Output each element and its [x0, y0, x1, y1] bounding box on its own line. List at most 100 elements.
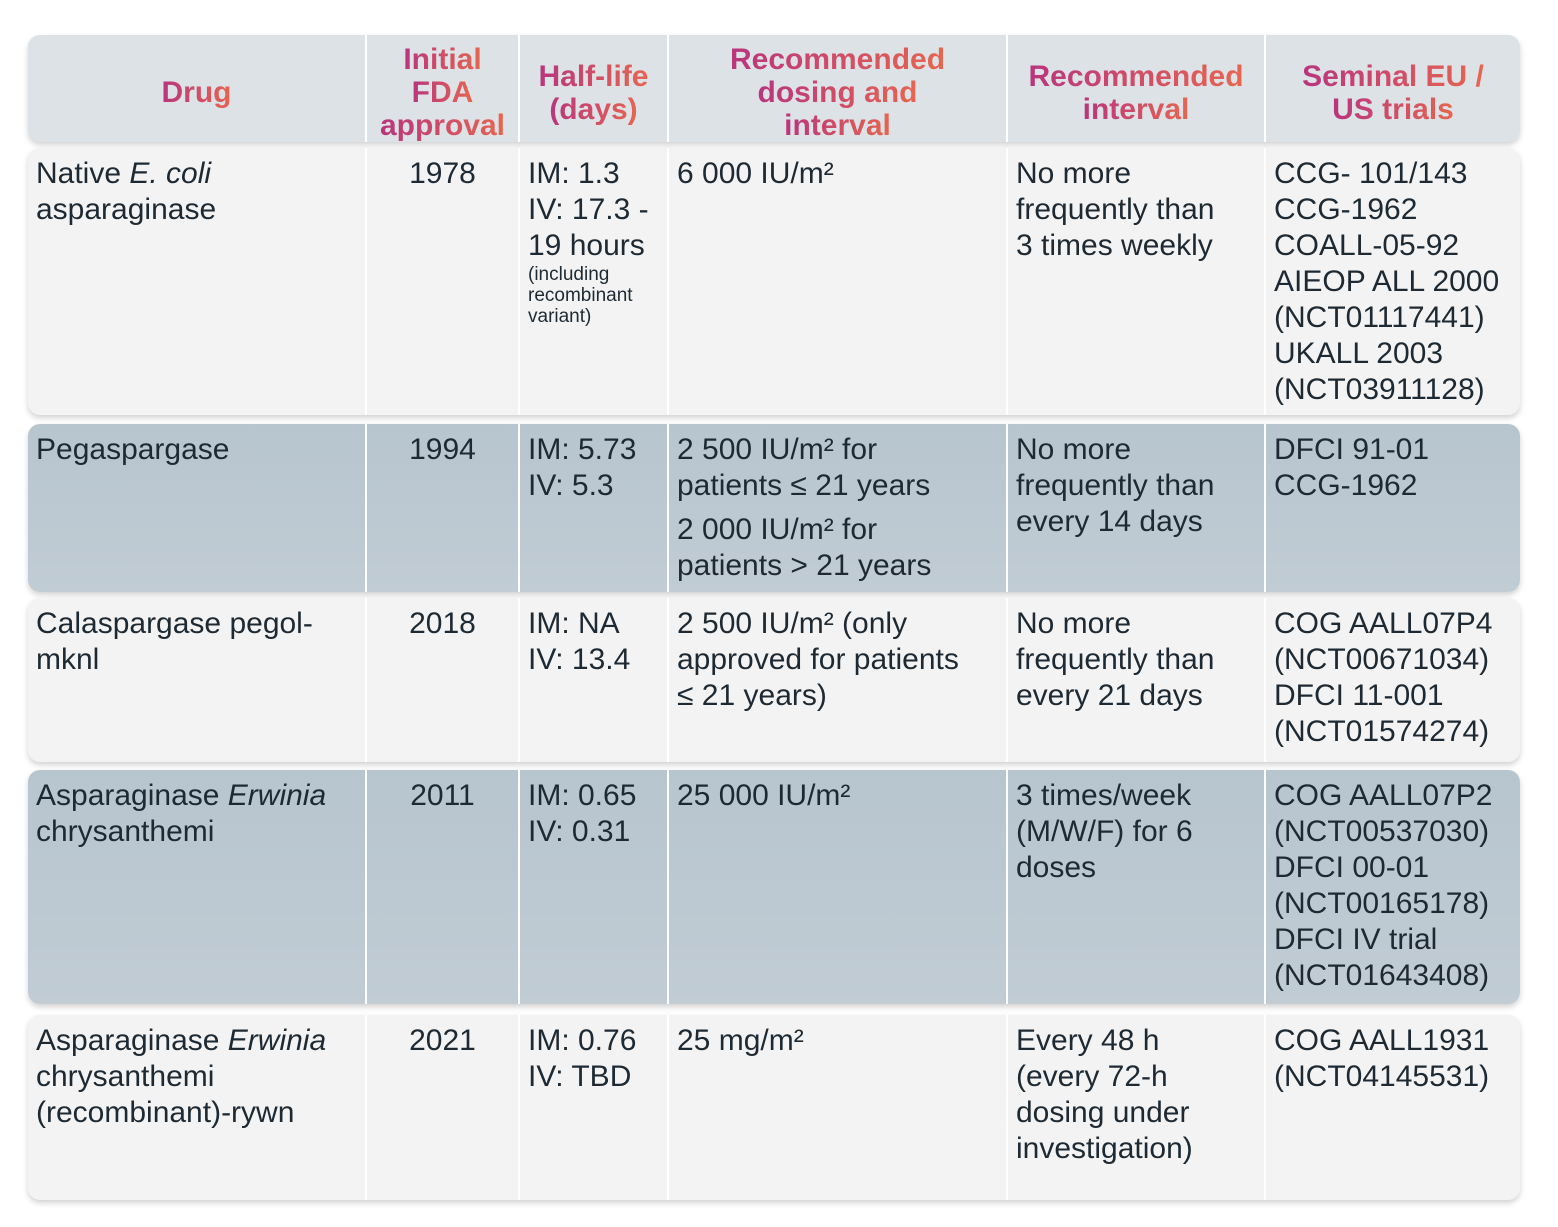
cell-half-life: IM: 5.73 IV: 5.3: [518, 424, 667, 592]
cell-trials: COG AALL07P4 (NCT00671034) DFCI 11-001 (NCT…: [1264, 598, 1520, 762]
dosing-line: 2 500 IU/m² (only: [677, 607, 908, 640]
drug-name-segment: Pegaspargase: [36, 433, 230, 466]
header-drug: Drug: [28, 35, 365, 142]
cell-drug: Asparaginase Erwinia chrysanthemi: [28, 770, 365, 1004]
trial-line: CCG-1962: [1274, 469, 1418, 502]
trial-line: COG AALL07P2: [1274, 779, 1493, 812]
header-line: Initial: [403, 43, 482, 76]
half-life-line: IV: 13.4: [528, 643, 631, 676]
cell-dosing: 6 000 IU/m²: [667, 148, 1006, 415]
approval-year: 2011: [410, 779, 475, 812]
drug-name-line: (recombinant)-rywn: [36, 1095, 357, 1131]
interval-line: frequently than: [1016, 643, 1215, 676]
cell-drug: Asparaginase Erwinia chrysanthemi (recombi…: [28, 1015, 365, 1200]
drug-name-segment: Asparaginase: [36, 779, 228, 812]
half-life-note: recombinant: [528, 285, 633, 306]
cell-approval: 2011: [365, 770, 518, 1004]
drug-name-line: Asparaginase Erwinia: [36, 1023, 357, 1059]
cell-approval: 1994: [365, 424, 518, 592]
trial-line: COG AALL1931: [1274, 1024, 1490, 1057]
drug-name-segment: chrysanthemi: [36, 1060, 215, 1093]
trial-line: UKALL 2003: [1274, 337, 1444, 370]
interval-line: investigation): [1016, 1132, 1193, 1165]
trial-line: DFCI 00-01: [1274, 851, 1430, 884]
drug-name-line: Calaspargase pegol-: [36, 606, 357, 642]
table-row: Asparaginase Erwinia chrysanthemi (recombi…: [28, 1015, 1520, 1200]
cell-trials: DFCI 91-01 CCG-1962: [1264, 424, 1520, 592]
dosing-line: patients > 21 years: [677, 549, 932, 582]
interval-line: No more: [1016, 157, 1132, 190]
dosing-line: 2 500 IU/m² for: [677, 433, 878, 466]
cell-drug: Pegaspargase: [28, 424, 365, 592]
asparaginase-table: Drug Initial FDA approval Half-life (days) Rec…: [28, 35, 1520, 1200]
half-life-line: IV: TBD: [528, 1060, 632, 1093]
header-line: Recommended: [729, 43, 946, 76]
drug-name-segment: (recombinant)-rywn: [36, 1096, 295, 1129]
trial-line: DFCI 11-001: [1274, 679, 1444, 712]
cell-half-life: IM: NA IV: 13.4: [518, 598, 667, 762]
trial-line: AIEOP ALL 2000: [1274, 265, 1500, 298]
half-life-line: IM: 0.76: [528, 1024, 637, 1057]
trial-line: (NCT01643408): [1274, 959, 1490, 992]
interval-line: every 21 days: [1016, 679, 1203, 712]
header-approval: Initial FDA approval: [365, 35, 518, 142]
drug-name-segment: chrysanthemi: [36, 815, 215, 848]
header-dosing: Recommended dosing and interval: [667, 35, 1006, 142]
dosing-line: ≤ 21 years): [677, 679, 827, 712]
interval-line: dosing under: [1016, 1096, 1190, 1129]
header-line: dosing and: [757, 76, 918, 109]
half-life-line: IV: 17.3 -: [528, 193, 649, 226]
trial-line: (NCT01574274): [1274, 715, 1490, 748]
trial-line: (NCT03911128): [1274, 373, 1485, 406]
approval-year: 1978: [409, 157, 476, 190]
drug-name-segment: E. coli: [129, 157, 212, 190]
trial-line: CCG-1962: [1274, 193, 1418, 226]
drug-name-segment: asparaginase: [36, 193, 217, 226]
half-life-line: IM: NA: [528, 607, 620, 640]
header-line: Seminal EU /: [1302, 59, 1484, 93]
header-line: interval: [784, 109, 891, 142]
dosing-line: approved for patients: [677, 643, 959, 676]
interval-line: No more: [1016, 433, 1132, 466]
cell-trials: COG AALL07P2 (NCT00537030) DFCI 00-01 (NCT0…: [1264, 770, 1520, 1004]
trial-line: COG AALL07P4: [1274, 607, 1493, 640]
interval-line: (every 72-h: [1016, 1060, 1168, 1093]
cell-interval: No more frequently than 3 times weekly: [1006, 148, 1264, 415]
interval-line: every 14 days: [1016, 505, 1203, 538]
drug-name-line: Native E. coli: [36, 156, 357, 192]
cell-interval: No more frequently than every 14 days: [1006, 424, 1264, 592]
cell-approval: 1978: [365, 148, 518, 415]
half-life-line: IM: 1.3: [528, 157, 620, 190]
cell-drug: Native E. coli asparaginase: [28, 148, 365, 415]
dosing-line: patients ≤ 21 years: [677, 469, 931, 502]
interval-line: 3 times weekly: [1016, 229, 1213, 262]
interval-line: frequently than: [1016, 469, 1215, 502]
interval-line: (M/W/F) for 6: [1016, 815, 1193, 848]
trial-line: (NCT04145531): [1274, 1060, 1490, 1093]
table-row: Calaspargase pegol-mknl 2018 IM: NA IV: 13.…: [28, 598, 1520, 762]
drug-name-segment: Calaspargase pegol-: [36, 607, 313, 640]
half-life-line: 19 hours: [528, 229, 645, 262]
cell-half-life: IM: 0.65 IV: 0.31: [518, 770, 667, 1004]
table-row: Asparaginase Erwinia chrysanthemi 2011 IM: …: [28, 770, 1520, 1004]
trial-line: (NCT00165178): [1274, 887, 1490, 920]
cell-dosing: 25 000 IU/m²: [667, 770, 1006, 1004]
interval-line: 3 times/week: [1016, 779, 1192, 812]
interval-line: No more: [1016, 607, 1132, 640]
table-header: Drug Initial FDA approval Half-life (days) Rec…: [28, 35, 1520, 142]
trial-line: COALL-05-92: [1274, 229, 1460, 262]
drug-name-segment: mknl: [36, 643, 100, 676]
header-line: US trials: [1332, 92, 1454, 126]
interval-line: doses: [1016, 851, 1097, 884]
drug-name-segment: Native: [36, 157, 130, 190]
drug-name-segment: Erwinia: [227, 779, 327, 812]
cell-interval: No more frequently than every 21 days: [1006, 598, 1264, 762]
drug-name-line: asparaginase: [36, 192, 357, 228]
drug-name-segment: Asparaginase: [36, 1024, 228, 1057]
cell-interval: Every 48 h (every 72-h dosing under investi…: [1006, 1015, 1264, 1200]
half-life-line: IM: 5.73: [528, 433, 637, 466]
half-life-note: (including: [528, 264, 610, 285]
cell-approval: 2018: [365, 598, 518, 762]
header-line: Recommended: [1028, 59, 1244, 93]
header-line: Drug: [161, 76, 232, 109]
